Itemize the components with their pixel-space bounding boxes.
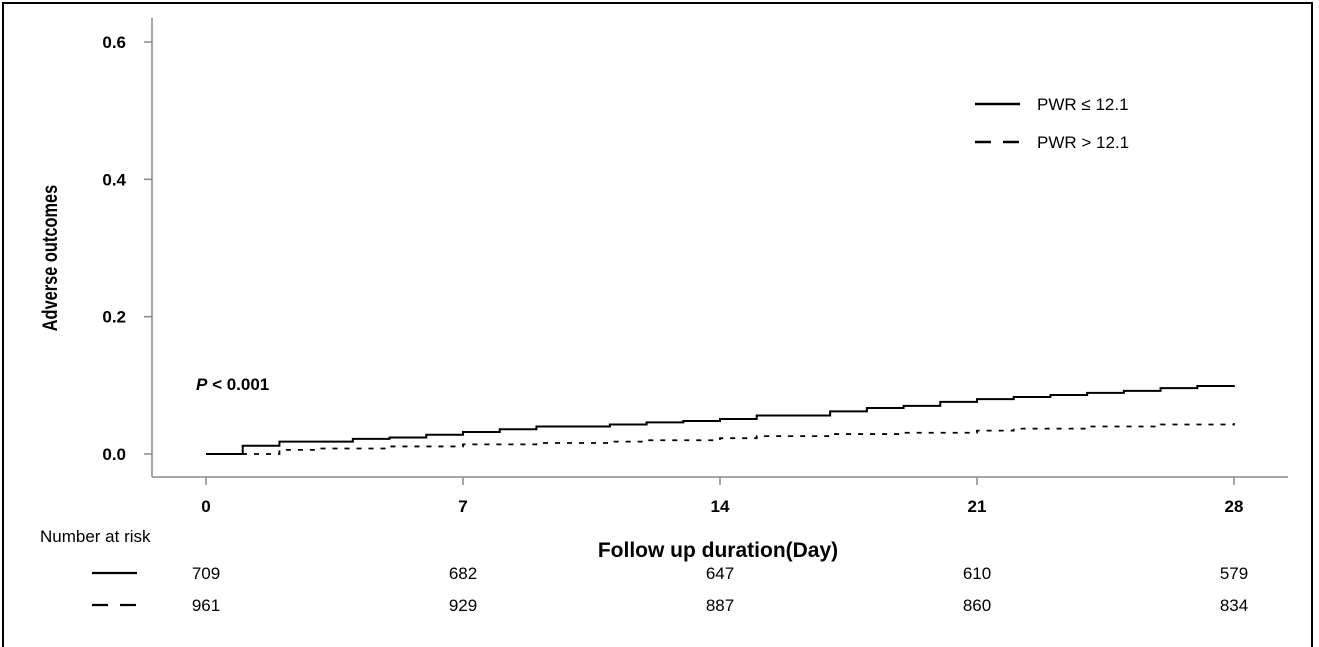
risk-value: 647 (706, 564, 734, 583)
axes (151, 18, 1288, 478)
legend-label: PWR > 12.1 (1037, 133, 1129, 152)
y-ticks: 0.0 0.2 0.4 0.6 (102, 33, 152, 464)
x-tick-label: 0 (201, 497, 210, 516)
risk-value: 860 (963, 596, 991, 615)
risk-value: 709 (192, 564, 220, 583)
y-axis-title: Adverse outcomes (38, 185, 61, 332)
x-axis-title: Follow up duration(Day) (598, 539, 838, 562)
x-tick-label: 7 (458, 497, 467, 516)
y-tick-label: 0.2 (102, 308, 126, 327)
x-tick-label: 28 (1225, 497, 1244, 516)
series-line-dashed (206, 423, 1235, 455)
risk-table-title: Number at risk (40, 527, 151, 546)
risk-value: 834 (1220, 596, 1248, 615)
series-line-solid (206, 385, 1235, 455)
risk-value: 929 (449, 596, 477, 615)
x-ticks: 0 7 14 21 28 (201, 477, 1243, 516)
p-value-text: < 0.001 (207, 375, 269, 394)
risk-value: 682 (449, 564, 477, 583)
p-value-symbol: P (196, 375, 208, 394)
y-tick-label: 0.0 (102, 445, 126, 464)
p-value-annotation: P < 0.001 (196, 375, 269, 394)
y-tick-label: 0.6 (102, 33, 126, 52)
risk-value: 610 (963, 564, 991, 583)
risk-value: 961 (192, 596, 220, 615)
legend: PWR ≤ 12.1 PWR > 12.1 (975, 95, 1129, 152)
risk-value: 579 (1220, 564, 1248, 583)
legend-label: PWR ≤ 12.1 (1037, 95, 1129, 114)
x-tick-label: 14 (711, 497, 730, 516)
risk-table: 709 682 647 610 579 961 929 887 860 834 (92, 564, 1248, 615)
risk-value: 887 (706, 596, 734, 615)
series-lines (206, 385, 1235, 455)
x-tick-label: 21 (968, 497, 987, 516)
y-tick-label: 0.4 (102, 170, 126, 189)
